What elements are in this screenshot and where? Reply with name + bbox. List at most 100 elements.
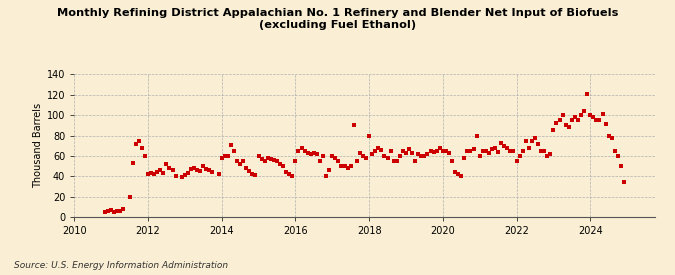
Point	[610, 149, 620, 153]
Point	[308, 151, 319, 155]
Point	[471, 133, 482, 138]
Point	[477, 149, 488, 153]
Point	[400, 151, 411, 155]
Point	[158, 171, 169, 175]
Point	[333, 159, 344, 163]
Point	[530, 135, 541, 140]
Point	[271, 159, 282, 163]
Point	[290, 159, 301, 163]
Point	[223, 154, 234, 158]
Point	[560, 123, 571, 128]
Point	[164, 166, 175, 170]
Point	[551, 121, 562, 125]
Point	[219, 154, 230, 158]
Point	[379, 154, 390, 158]
Point	[311, 152, 322, 156]
Point	[431, 149, 442, 153]
Point	[392, 159, 402, 163]
Point	[483, 151, 494, 155]
Point	[495, 141, 506, 145]
Text: Source: U.S. Energy Information Administration: Source: U.S. Energy Information Administ…	[14, 260, 227, 270]
Point	[453, 172, 464, 177]
Point	[554, 118, 565, 122]
Point	[146, 171, 157, 175]
Point	[336, 164, 347, 168]
Point	[225, 142, 236, 147]
Point	[134, 138, 144, 143]
Point	[582, 92, 593, 96]
Point	[207, 170, 218, 175]
Point	[499, 144, 510, 148]
Point	[127, 161, 138, 165]
Point	[269, 158, 279, 162]
Point	[284, 172, 295, 177]
Point	[118, 207, 129, 211]
Point	[167, 168, 178, 172]
Point	[287, 174, 298, 178]
Point	[109, 210, 119, 214]
Point	[462, 149, 472, 153]
Point	[106, 208, 117, 212]
Point	[468, 147, 479, 151]
Point	[148, 172, 159, 177]
Point	[327, 154, 338, 158]
Point	[265, 157, 276, 161]
Point	[247, 172, 258, 177]
Point	[115, 209, 126, 213]
Point	[407, 151, 418, 155]
Point	[410, 159, 421, 163]
Point	[216, 156, 227, 160]
Point	[542, 154, 553, 158]
Point	[275, 162, 286, 166]
Point	[161, 162, 172, 166]
Point	[434, 145, 445, 150]
Point	[523, 145, 534, 150]
Point	[293, 149, 304, 153]
Point	[394, 154, 405, 158]
Point	[517, 149, 528, 153]
Point	[176, 175, 187, 180]
Point	[170, 174, 181, 178]
Point	[493, 150, 504, 154]
Point	[419, 154, 430, 158]
Point	[382, 156, 393, 160]
Point	[564, 125, 574, 130]
Point	[600, 122, 611, 127]
Point	[241, 166, 252, 170]
Point	[253, 154, 264, 158]
Point	[250, 173, 261, 178]
Point	[481, 149, 491, 153]
Point	[398, 149, 408, 153]
Point	[612, 154, 623, 158]
Point	[195, 169, 206, 174]
Point	[198, 164, 209, 168]
Point	[585, 113, 595, 117]
Point	[437, 149, 448, 153]
Point	[99, 210, 110, 214]
Point	[416, 154, 427, 158]
Point	[572, 118, 583, 122]
Point	[130, 142, 141, 146]
Point	[487, 147, 497, 151]
Point	[594, 118, 605, 122]
Point	[591, 118, 602, 122]
Point	[342, 166, 353, 170]
Point	[502, 145, 513, 150]
Text: Monthly Refining District Appalachian No. 1 Refinery and Blender Net Input of Bi: Monthly Refining District Appalachian No…	[57, 8, 618, 30]
Point	[505, 149, 516, 153]
Point	[597, 112, 608, 116]
Point	[425, 149, 436, 153]
Point	[140, 154, 151, 158]
Point	[533, 142, 543, 146]
Point	[352, 159, 362, 163]
Point	[545, 152, 556, 156]
Point	[373, 145, 383, 150]
Point	[299, 149, 310, 153]
Point	[536, 149, 547, 153]
Point	[370, 149, 381, 153]
Point	[489, 145, 500, 150]
Point	[588, 115, 599, 119]
Point	[142, 172, 153, 177]
Point	[112, 209, 123, 213]
Point	[511, 159, 522, 163]
